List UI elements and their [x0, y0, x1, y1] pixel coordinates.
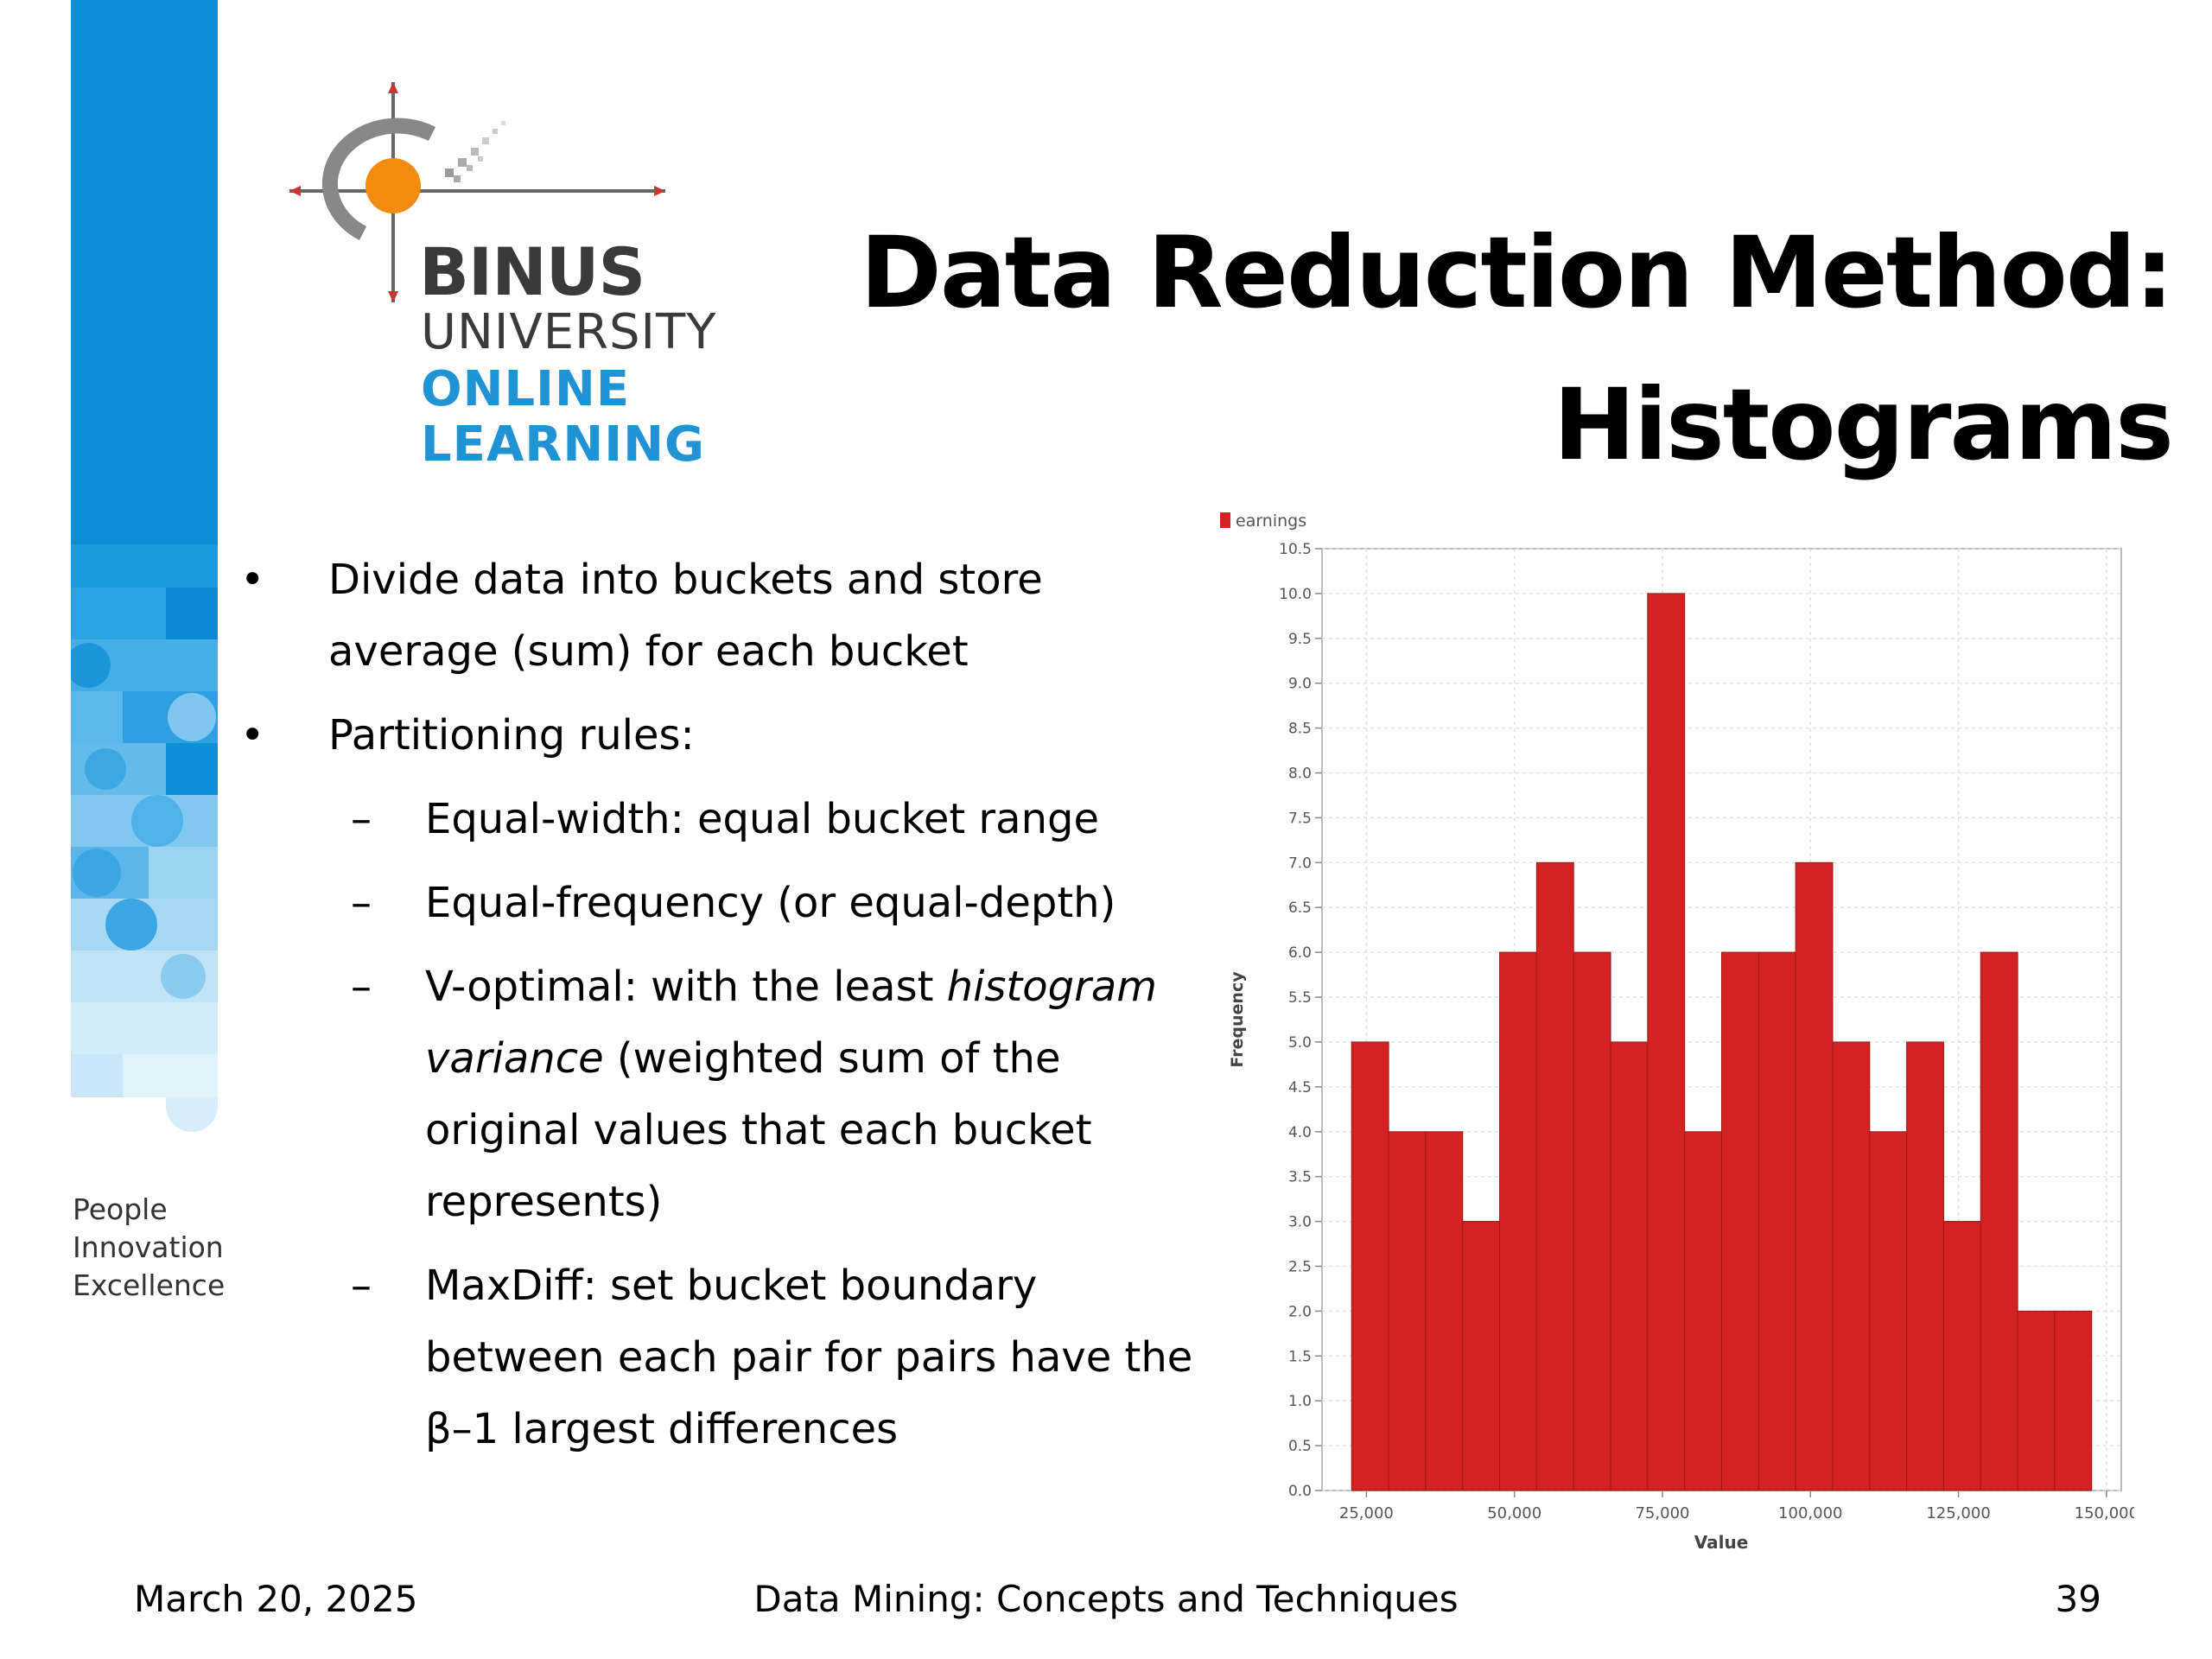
page-number: 39 [2055, 1578, 2101, 1620]
footer-title: Data Mining: Concepts and Techniques [753, 1578, 1459, 1620]
dash-mark: – [351, 879, 372, 927]
histogram-bar [1610, 1041, 1649, 1491]
x-tick-label: 50,000 [1487, 1504, 1541, 1522]
y-tick-label: 2.5 [1288, 1258, 1312, 1275]
sub-bullet-text: Equal-frequency (or equal-depth) [425, 879, 1116, 927]
histogram-bar [1758, 951, 1796, 1491]
title-line-1: Data Reduction Method: [860, 215, 2174, 330]
sub-bullet-item: – Equal-width: equal bucket range [233, 784, 1210, 855]
histogram-bar [2054, 1310, 2093, 1491]
y-tick-label: 0.0 [1288, 1483, 1312, 1500]
tagline-excellence: Excellence [73, 1268, 226, 1302]
bullet-mark: • [240, 556, 265, 604]
y-tick-label: 4.5 [1288, 1079, 1312, 1096]
y-tick-label: 1.5 [1288, 1348, 1312, 1365]
sub-bullet-item: – Equal-frequency (or equal-depth) [233, 868, 1210, 939]
y-tick-label: 10.5 [1279, 541, 1312, 558]
y-tick-label: 5.5 [1288, 989, 1312, 1007]
bullet-list: • Divide data into buckets and store ave… [233, 544, 1210, 1478]
chart-bars [1351, 593, 2093, 1491]
y-axis-ticks: 0.0 0.5 1.0 1.5 2.0 2.5 3.0 3.5 4.0 4.5 5.0 5.5 6.0 6… [1279, 541, 1322, 1500]
histogram-bar [2017, 1310, 2056, 1491]
sub-bullet-italic: histogram variance [425, 963, 1157, 1083]
histogram-bar [1499, 951, 1537, 1491]
y-tick-label: 6.0 [1288, 944, 1312, 962]
stripe-pattern [71, 544, 218, 1132]
sub-bullet-item: – V-optimal: with the least histogram va… [233, 951, 1210, 1238]
decorative-stripe [71, 0, 218, 1132]
logo-text-university: UNIVERSITY [421, 304, 717, 360]
y-tick-label: 8.5 [1288, 721, 1312, 738]
bullet-mark: • [240, 711, 265, 760]
x-tick-label: 25,000 [1339, 1504, 1394, 1522]
binus-logo [289, 82, 665, 302]
dash-mark: – [351, 963, 372, 1011]
y-tick-label: 8.0 [1288, 766, 1312, 783]
y-tick-label: 2.0 [1288, 1303, 1312, 1320]
tagline-innovation: Innovation [73, 1230, 224, 1264]
sub-bullet-text-start: V-optimal: with the least [425, 963, 947, 1011]
histogram-bar [1832, 1041, 1871, 1491]
histogram-bar [1869, 1131, 1908, 1491]
dash-mark: – [351, 1262, 372, 1310]
tagline-people: People [73, 1192, 168, 1226]
logo-text-online: ONLINE [421, 361, 631, 417]
y-tick-label: 4.0 [1288, 1124, 1312, 1141]
sub-bullet-text: Equal-width: equal bucket range [425, 795, 1099, 843]
sub-bullet-text: MaxDiff: set bucket boundary between eac… [425, 1262, 1193, 1453]
y-tick-label: 7.0 [1288, 855, 1312, 872]
legend-label: earnings [1236, 512, 1306, 531]
x-axis-ticks: 25,000 50,000 75,000 100,000 125,000 150,000 [1339, 1491, 2134, 1522]
histogram-bar [1535, 861, 1574, 1491]
tagline: People Innovation Excellence [73, 1191, 225, 1305]
footer-date: March 20, 2025 [134, 1578, 418, 1620]
histogram-bar [1351, 1041, 1389, 1491]
y-tick-label: 5.0 [1288, 1034, 1312, 1052]
y-tick-label: 10.0 [1279, 586, 1312, 603]
x-axis-label: Value [1694, 1532, 1749, 1553]
y-axis-label: Frequency [1228, 971, 1247, 1068]
sub-bullet-text-end: (weighted sum of the original values tha… [425, 1034, 1092, 1226]
y-tick-label: 0.5 [1288, 1438, 1312, 1455]
sub-bullet-item: – MaxDiff: set bucket boundary between e… [233, 1250, 1210, 1465]
y-tick-label: 3.5 [1288, 1169, 1312, 1186]
logo-text-learning: LEARNING [421, 416, 705, 473]
histogram-chart: 0.0 0.5 1.0 1.5 2.0 2.5 3.0 3.5 4.0 4.5 5.0 5.5 6.0 6… [1220, 512, 2134, 1553]
x-tick-label: 75,000 [1635, 1504, 1689, 1522]
histogram-bar [1425, 1131, 1464, 1491]
dash-mark: – [351, 795, 372, 843]
y-tick-label: 9.5 [1288, 631, 1312, 648]
bullet-text: Partitioning rules: [328, 711, 695, 760]
histogram-bar [1647, 593, 1686, 1491]
y-tick-label: 1.0 [1288, 1393, 1312, 1410]
histogram-bar [1462, 1221, 1501, 1491]
y-tick-label: 7.5 [1288, 810, 1312, 827]
bullet-item: • Partitioning rules: [233, 700, 1210, 772]
y-tick-label: 6.5 [1288, 899, 1312, 917]
bullet-text: Divide data into buckets and store avera… [328, 556, 1043, 676]
histogram-bar [1906, 1041, 1944, 1491]
histogram-bar [1388, 1131, 1427, 1491]
x-tick-label: 125,000 [1926, 1504, 1990, 1522]
title-line-2: Histograms [1553, 367, 2174, 482]
histogram-bar [1795, 861, 1834, 1491]
histogram-bar [1684, 1131, 1722, 1491]
x-tick-label: 150,000 [2075, 1504, 2134, 1522]
histogram-bar [1721, 951, 1759, 1491]
y-tick-label: 9.0 [1288, 676, 1312, 693]
logo-text-binus: BINUS [419, 233, 645, 310]
x-tick-label: 100,000 [1778, 1504, 1842, 1522]
histogram-bar [1942, 1221, 1981, 1491]
histogram-bar [1573, 951, 1611, 1491]
legend-swatch [1220, 512, 1230, 528]
slide-title: Data Reduction Method: Histograms [790, 197, 2174, 501]
y-tick-label: 3.0 [1288, 1214, 1312, 1231]
bullet-item: • Divide data into buckets and store ave… [233, 544, 1210, 688]
stripe-solid [71, 0, 218, 544]
histogram-bar [1980, 951, 2018, 1491]
